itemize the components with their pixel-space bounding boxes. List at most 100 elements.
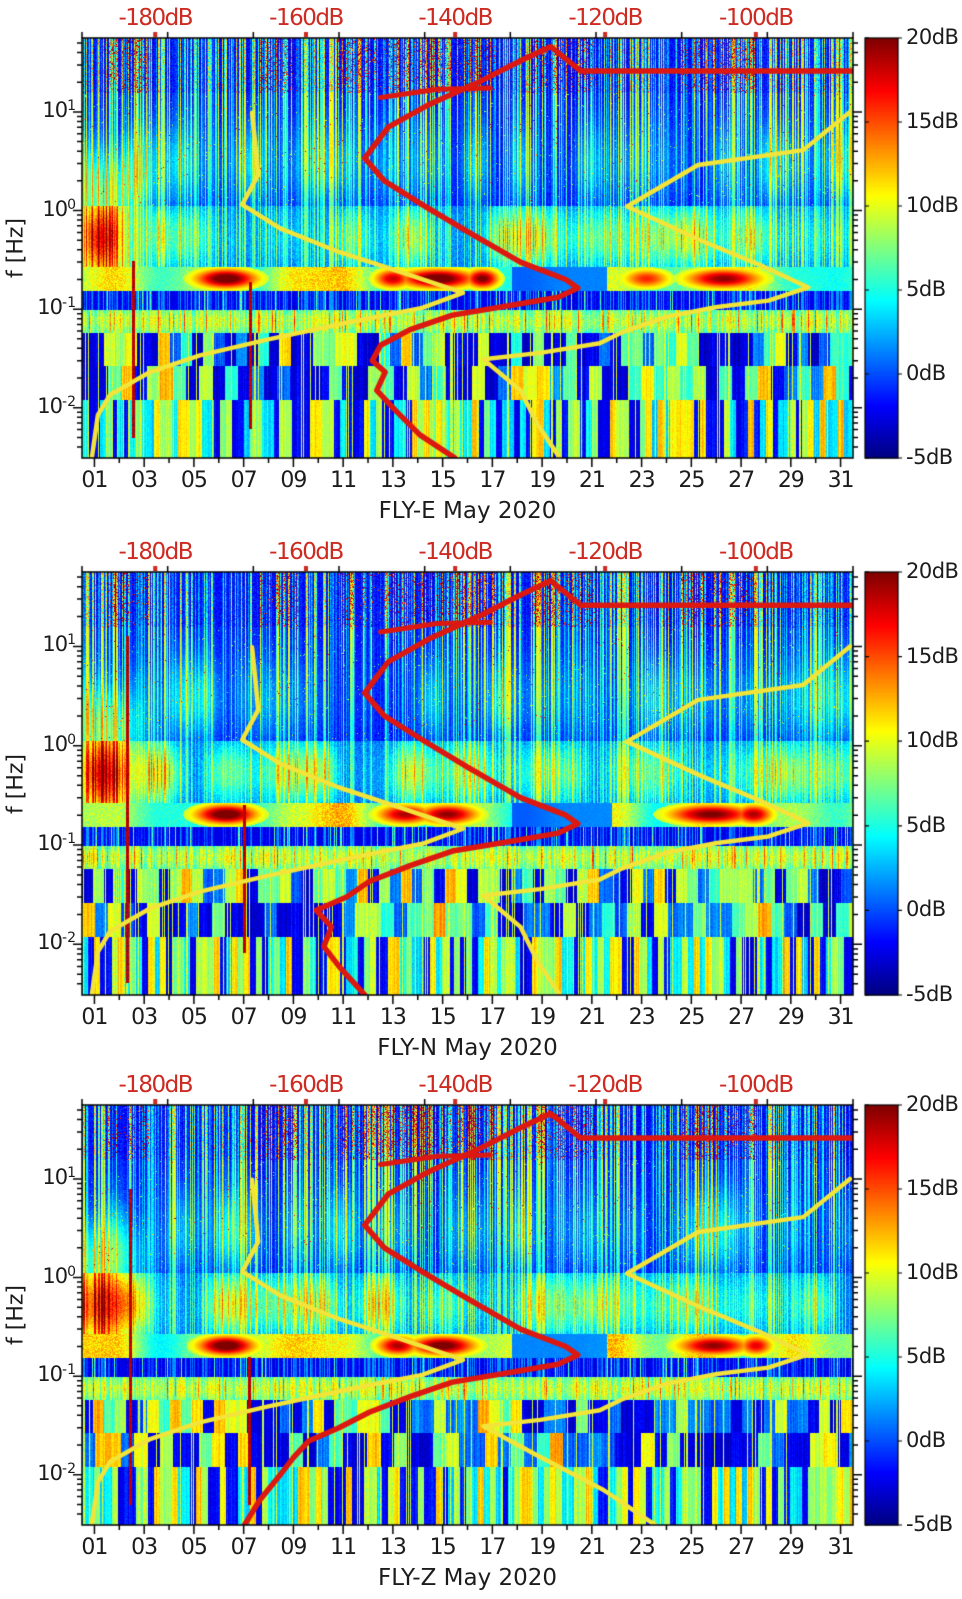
y-tick-exponent: -2 (62, 930, 76, 947)
top-axis-db-label: -160dB (269, 1072, 344, 1098)
y-tick-exponent: 0 (67, 1263, 76, 1280)
x-tick-label: 01 (81, 1005, 108, 1030)
top-axis-db-label: -180dB (118, 1072, 193, 1098)
y-tick-exponent: 0 (67, 731, 76, 748)
x-tick-label: 25 (678, 1005, 705, 1030)
y-tick-label: 100 (16, 1263, 76, 1288)
x-tick-label: 29 (777, 468, 805, 493)
top-axis-db-label: -180dB (118, 5, 193, 31)
x-tick-label: 05 (180, 1005, 208, 1030)
y-tick-label: 10-1 (16, 1361, 76, 1386)
y-tick-label: 101 (16, 97, 76, 122)
x-tick-label: 03 (131, 1005, 158, 1030)
y-tick-base: 10 (42, 1164, 68, 1189)
colorbar-tick-label: 5dB (906, 812, 946, 837)
y-tick-base: 10 (42, 196, 68, 221)
y-tick-base: 10 (37, 1460, 63, 1485)
colorbar-tick-label: 15dB (906, 109, 959, 133)
top-axis-db-label: -120dB (568, 539, 643, 565)
x-tick-label: 27 (728, 1005, 755, 1030)
x-tick-label: 21 (578, 1005, 606, 1030)
top-axis-db-label: -100dB (719, 1072, 794, 1098)
x-axis-title: FLY-N May 2020 (377, 1035, 558, 1061)
spectrogram-plot-fly-n (82, 572, 853, 995)
x-tick-label: 15 (429, 1005, 457, 1030)
x-tick-label: 17 (479, 1535, 506, 1560)
y-tick-label: 10-2 (16, 393, 76, 418)
colorbar-tick-label: -5dB (906, 1512, 953, 1536)
x-tick-label: 09 (280, 1005, 307, 1030)
y-tick-label: 100 (16, 196, 76, 221)
x-tick-label: 15 (429, 468, 457, 493)
colorbar-tick-label: 15dB (906, 643, 959, 668)
x-tick-label: 19 (529, 1535, 556, 1560)
y-axis-title: f [Hz] (3, 753, 29, 814)
colorbar-tick-label: 0dB (906, 1428, 946, 1452)
y-tick-exponent: -2 (62, 1460, 76, 1477)
spectrogram-plot-fly-e (82, 38, 853, 458)
x-tick-label: 11 (330, 1005, 357, 1030)
x-tick-label: 13 (379, 1005, 407, 1030)
y-tick-base: 10 (37, 831, 63, 856)
y-tick-label: 10-1 (16, 830, 76, 855)
y-tick-exponent: 1 (67, 97, 76, 114)
x-tick-label: 21 (578, 468, 606, 493)
x-tick-label: 25 (678, 468, 705, 493)
top-axis-db-label: -160dB (269, 539, 344, 565)
x-tick-label: 13 (379, 468, 407, 493)
colorbar-tick-label: 10dB (906, 193, 959, 217)
x-tick-label: 01 (81, 468, 108, 493)
top-axis-db-label: -140dB (418, 1072, 493, 1098)
y-tick-exponent: -1 (62, 295, 76, 312)
y-tick-label: 10-2 (16, 929, 76, 954)
x-tick-label: 21 (578, 1535, 606, 1560)
x-tick-label: 23 (628, 1535, 656, 1560)
x-tick-label: 11 (330, 1535, 357, 1560)
x-tick-label: 09 (280, 468, 307, 493)
x-tick-label: 27 (728, 1535, 755, 1560)
x-tick-label: 03 (131, 468, 158, 493)
y-tick-base: 10 (37, 393, 63, 418)
x-tick-label: 07 (230, 468, 258, 493)
colorbar-tick-label: 5dB (906, 1344, 946, 1368)
x-axis-title: FLY-Z May 2020 (377, 1565, 558, 1591)
x-tick-label: 15 (429, 1535, 457, 1560)
y-axis-title: f [Hz] (3, 218, 29, 278)
y-axis-title: f [Hz] (3, 1285, 29, 1345)
y-tick-exponent: -1 (62, 1362, 76, 1379)
x-tick-label: 23 (628, 468, 656, 493)
x-tick-label: 31 (827, 1005, 855, 1030)
y-tick-base: 10 (42, 731, 68, 756)
y-tick-exponent: 1 (67, 1164, 76, 1181)
top-axis-db-label: -140dB (418, 5, 493, 31)
colorbar-tick-label: -5dB (906, 982, 953, 1006)
y-tick-label: 10-2 (16, 1460, 76, 1485)
y-tick-base: 10 (37, 930, 63, 955)
y-tick-base: 10 (42, 97, 68, 122)
colorbar-tick-label: 15dB (906, 1176, 959, 1200)
colorbar-tick-label: 10dB (906, 1260, 959, 1284)
x-tick-label: 05 (180, 1535, 208, 1560)
spectrogram-plot-fly-z (82, 1105, 853, 1525)
x-tick-label: 31 (827, 468, 855, 493)
y-tick-label: 10-1 (16, 294, 76, 319)
colorbar-tick-label: 20dB (906, 25, 959, 49)
top-axis-db-label: -100dB (719, 539, 794, 565)
colorbar-tick-label: 0dB (906, 361, 946, 385)
x-tick-label: 07 (230, 1535, 258, 1560)
x-tick-label: 29 (777, 1535, 805, 1560)
x-tick-label: 09 (280, 1535, 307, 1560)
y-tick-exponent: -1 (62, 831, 76, 848)
y-tick-base: 10 (37, 1362, 63, 1387)
top-axis-db-label: -120dB (568, 1072, 643, 1098)
colorbar-tick-label: 0dB (906, 897, 946, 922)
x-tick-label: 29 (777, 1005, 805, 1030)
y-tick-label: 101 (16, 1164, 76, 1189)
top-axis-db-label: -180dB (118, 539, 193, 565)
y-tick-base: 10 (42, 632, 68, 657)
top-axis-db-label: -140dB (418, 539, 493, 565)
x-tick-label: 17 (479, 1005, 506, 1030)
y-tick-exponent: 1 (67, 632, 76, 649)
colorbar-tick-label: 5dB (906, 277, 946, 301)
